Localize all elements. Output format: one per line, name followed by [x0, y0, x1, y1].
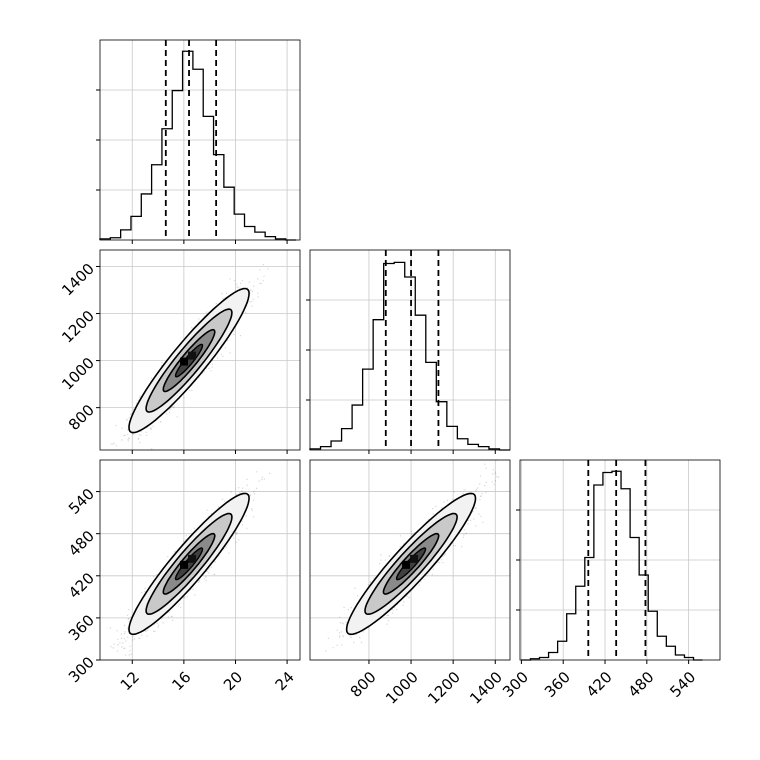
density-panel-1-2: 800 1000 1200 1400	[309, 459, 511, 708]
density-contour-core	[395, 547, 427, 581]
x-tick-label: 420	[583, 668, 616, 701]
y-tick-label: 1000	[58, 354, 98, 394]
density-peak-cell	[402, 560, 411, 569]
x-tick-label: 1000	[382, 668, 422, 708]
y-tick-label: 420	[65, 569, 98, 602]
x-tick-label: 24	[272, 668, 298, 694]
density-panel-0-1: 800 1000 1200 1400	[58, 249, 301, 454]
panel-frame	[99, 39, 301, 241]
density-peak-cell	[180, 357, 189, 366]
x-tick-label: 1200	[424, 668, 464, 708]
density-peak-cell	[410, 554, 419, 563]
density-panel-0-2: 300 360 420 480 540 12 16 20 24	[65, 459, 301, 694]
x-tick-label: 360	[541, 668, 574, 701]
x-tick-label: 20	[220, 668, 246, 694]
histogram-panel-1	[306, 249, 511, 454]
x-tick-label: 540	[666, 668, 699, 701]
x-tick-label: 800	[347, 668, 380, 701]
histogram-panel-2: 300 360 420 480 540	[499, 459, 721, 701]
y-tick-label: 800	[65, 401, 98, 434]
histogram-step-line	[99, 50, 297, 241]
x-tick-label: 300	[499, 668, 532, 701]
y-tick-label: 360	[65, 611, 98, 644]
y-tick-label: 480	[65, 527, 98, 560]
x-tick-label: 16	[168, 668, 194, 694]
density-peak-cell	[188, 554, 197, 563]
histogram-step-line	[309, 261, 510, 451]
panel-frame	[99, 459, 301, 661]
x-tick-label: 480	[625, 668, 658, 701]
y-tick-label: 1400	[58, 260, 98, 300]
y-tick-label: 540	[65, 485, 98, 518]
histogram-step-line	[521, 470, 703, 661]
y-tick-label: 300	[65, 653, 98, 686]
panel-frame	[519, 459, 721, 661]
density-peak-cell	[188, 351, 197, 360]
histogram-panel-0	[96, 39, 301, 244]
x-tick-label: 12	[117, 668, 143, 694]
panel-frame	[309, 249, 511, 451]
density-peak-cell	[180, 560, 189, 569]
y-tick-label: 1200	[58, 307, 98, 347]
panel-frame	[99, 249, 301, 451]
panel-frame	[309, 459, 511, 661]
